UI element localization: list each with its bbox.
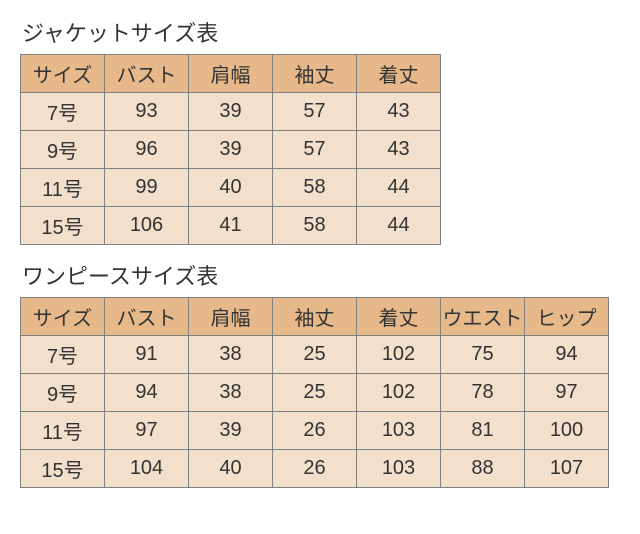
cell: 11号 xyxy=(21,169,105,207)
jacket-size-table: サイズ バスト 肩幅 袖丈 着丈 7号 93 39 57 43 9号 96 39… xyxy=(20,54,441,245)
cell: 26 xyxy=(273,412,357,450)
cell: 44 xyxy=(357,207,441,245)
cell: 25 xyxy=(273,336,357,374)
cell: 91 xyxy=(105,336,189,374)
table-row: 11号 99 40 58 44 xyxy=(21,169,441,207)
cell: 9号 xyxy=(21,131,105,169)
cell: 25 xyxy=(273,374,357,412)
cell: 39 xyxy=(189,131,273,169)
col-header: ウエスト xyxy=(441,298,525,336)
cell: 9号 xyxy=(21,374,105,412)
cell: 15号 xyxy=(21,207,105,245)
table-row: 11号 97 39 26 103 81 100 xyxy=(21,412,609,450)
table-row: 7号 93 39 57 43 xyxy=(21,93,441,131)
cell: 38 xyxy=(189,374,273,412)
col-header: サイズ xyxy=(21,55,105,93)
table-header-row: サイズ バスト 肩幅 袖丈 着丈 xyxy=(21,55,441,93)
cell: 99 xyxy=(105,169,189,207)
col-header: バスト xyxy=(105,55,189,93)
table-row: 7号 91 38 25 102 75 94 xyxy=(21,336,609,374)
cell: 88 xyxy=(441,450,525,488)
cell: 43 xyxy=(357,131,441,169)
cell: 97 xyxy=(105,412,189,450)
cell: 7号 xyxy=(21,93,105,131)
col-header: バスト xyxy=(105,298,189,336)
dress-size-table: サイズ バスト 肩幅 袖丈 着丈 ウエスト ヒップ 7号 91 38 25 10… xyxy=(20,297,609,488)
cell: 93 xyxy=(105,93,189,131)
cell: 39 xyxy=(189,93,273,131)
col-header: 肩幅 xyxy=(189,55,273,93)
cell: 102 xyxy=(357,374,441,412)
col-header: 着丈 xyxy=(357,55,441,93)
cell: 11号 xyxy=(21,412,105,450)
cell: 100 xyxy=(525,412,609,450)
cell: 26 xyxy=(273,450,357,488)
cell: 44 xyxy=(357,169,441,207)
cell: 7号 xyxy=(21,336,105,374)
col-header: 袖丈 xyxy=(273,55,357,93)
cell: 94 xyxy=(525,336,609,374)
col-header: 袖丈 xyxy=(273,298,357,336)
cell: 38 xyxy=(189,336,273,374)
table-row: 9号 94 38 25 102 78 97 xyxy=(21,374,609,412)
cell: 40 xyxy=(189,169,273,207)
col-header: 着丈 xyxy=(357,298,441,336)
cell: 78 xyxy=(441,374,525,412)
table-row: 15号 104 40 26 103 88 107 xyxy=(21,450,609,488)
col-header: ヒップ xyxy=(525,298,609,336)
cell: 39 xyxy=(189,412,273,450)
jacket-table-title: ジャケットサイズ表 xyxy=(22,16,620,48)
cell: 102 xyxy=(357,336,441,374)
cell: 57 xyxy=(273,131,357,169)
col-header: サイズ xyxy=(21,298,105,336)
cell: 104 xyxy=(105,450,189,488)
table-row: 15号 106 41 58 44 xyxy=(21,207,441,245)
cell: 94 xyxy=(105,374,189,412)
cell: 58 xyxy=(273,207,357,245)
cell: 15号 xyxy=(21,450,105,488)
col-header: 肩幅 xyxy=(189,298,273,336)
cell: 41 xyxy=(189,207,273,245)
cell: 81 xyxy=(441,412,525,450)
cell: 103 xyxy=(357,412,441,450)
cell: 103 xyxy=(357,450,441,488)
cell: 40 xyxy=(189,450,273,488)
cell: 96 xyxy=(105,131,189,169)
cell: 43 xyxy=(357,93,441,131)
dress-table-title: ワンピースサイズ表 xyxy=(22,259,620,291)
cell: 106 xyxy=(105,207,189,245)
cell: 75 xyxy=(441,336,525,374)
cell: 57 xyxy=(273,93,357,131)
cell: 58 xyxy=(273,169,357,207)
cell: 107 xyxy=(525,450,609,488)
table-row: 9号 96 39 57 43 xyxy=(21,131,441,169)
table-header-row: サイズ バスト 肩幅 袖丈 着丈 ウエスト ヒップ xyxy=(21,298,609,336)
cell: 97 xyxy=(525,374,609,412)
